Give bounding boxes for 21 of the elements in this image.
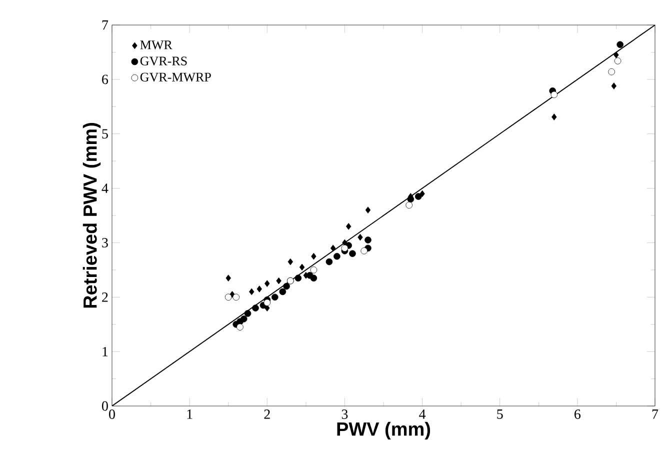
y-tick-label: 6 — [102, 74, 108, 84]
y-tick-label: 1 — [102, 346, 108, 356]
x-tick-label: 6 — [574, 410, 581, 419]
y-tick-label: 7 — [102, 20, 108, 30]
legend-label: GVR-MWRP — [140, 72, 211, 82]
y-axis-title: Retrieved PWV (mm) — [82, 123, 101, 308]
y-tick-label: 0 — [102, 401, 108, 411]
x-tick-label: 2 — [264, 410, 270, 419]
x-tick-label: 0 — [109, 410, 115, 419]
legend-label: GVR-RS — [140, 56, 187, 66]
x-tick-label: 7 — [652, 410, 658, 419]
x-tick-label: 1 — [187, 410, 192, 419]
y-tick-label: 3 — [102, 238, 108, 248]
legend-label: MWR — [140, 40, 172, 50]
x-axis-title: PWV (mm) — [337, 422, 430, 440]
x-tick-label: 5 — [497, 410, 503, 419]
y-tick-label: 5 — [102, 129, 108, 139]
x-tick-label: 3 — [342, 410, 348, 419]
y-tick-label: 2 — [102, 292, 108, 302]
x-tick-label: 4 — [419, 410, 426, 419]
y-tick-label: 4 — [102, 184, 108, 193]
